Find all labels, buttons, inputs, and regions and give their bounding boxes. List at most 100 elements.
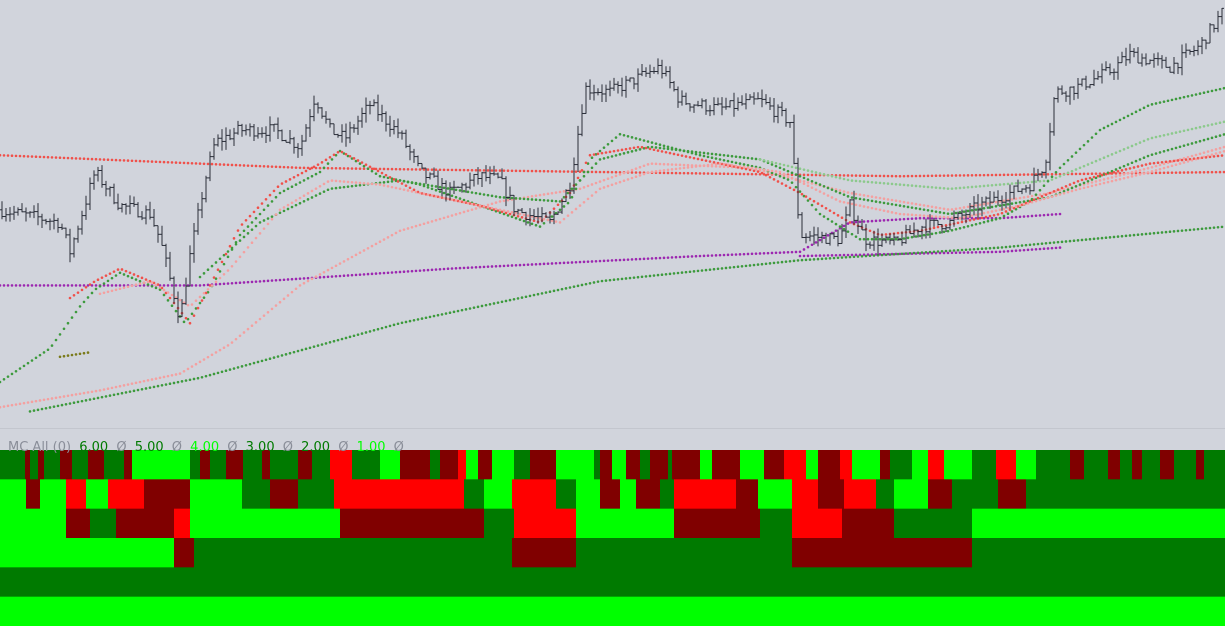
- ma-point: [1176, 159, 1180, 162]
- ma-point: [378, 167, 382, 171]
- ma-point: [82, 351, 86, 355]
- ma-point: [66, 354, 70, 357]
- price-bar: [4, 207, 8, 222]
- price-bar: [168, 251, 172, 281]
- ma-point: [402, 270, 406, 273]
- ma-point: [938, 206, 942, 210]
- ma-point: [682, 255, 686, 259]
- ma-point: [574, 187, 578, 191]
- ma-point: [918, 203, 922, 207]
- ma-point: [78, 392, 82, 396]
- ma-point: [250, 221, 254, 224]
- ma-point: [632, 146, 636, 150]
- price-bar: [784, 108, 788, 127]
- ma-point: [1082, 186, 1086, 190]
- heatmap-cell: [758, 479, 792, 510]
- heatmap-cell: [86, 479, 108, 510]
- price-bar: [1084, 75, 1088, 90]
- ma-point: [874, 253, 878, 256]
- price-bar: [924, 218, 928, 239]
- ma-point: [118, 384, 122, 388]
- ma-point: [108, 272, 112, 275]
- ma-point: [662, 147, 666, 150]
- ma-point: [334, 264, 338, 268]
- ma-point: [760, 262, 764, 266]
- ma-point: [586, 197, 590, 201]
- ma-point: [406, 227, 410, 230]
- heatmap-cell: [512, 479, 556, 510]
- ma-point: [798, 167, 802, 171]
- price-bar: [448, 182, 452, 201]
- ma-point: [1162, 100, 1166, 103]
- ma-point: [350, 184, 354, 188]
- ma-point: [1062, 173, 1066, 176]
- pane-divider[interactable]: [0, 428, 1225, 450]
- price-bar: [812, 226, 816, 245]
- ma-point: [698, 164, 702, 168]
- ma-point: [620, 277, 624, 281]
- price-bar: [1176, 62, 1180, 75]
- ma-point: [860, 254, 864, 258]
- ma-point: [590, 166, 594, 170]
- ma-point: [1048, 241, 1052, 245]
- ma-point: [1138, 158, 1142, 161]
- ma-point: [842, 227, 846, 231]
- ma-point: [694, 150, 698, 154]
- ma-point: [814, 173, 818, 177]
- price-bar: [800, 212, 804, 239]
- ma-point: [306, 279, 310, 283]
- ma-point: [470, 208, 474, 211]
- ma-point: [66, 156, 70, 160]
- ma-point: [1156, 161, 1160, 165]
- ma-point: [180, 380, 184, 383]
- ma-point: [556, 203, 560, 207]
- ma-point: [162, 284, 166, 287]
- ma-point: [454, 199, 458, 202]
- ma-point: [258, 221, 262, 224]
- ma-point: [698, 151, 702, 154]
- price-bar: [208, 151, 212, 182]
- price-bar: [300, 134, 304, 156]
- ma-point: [418, 183, 422, 186]
- ma-point: [1042, 213, 1046, 217]
- ma-point: [716, 161, 720, 165]
- indicator-pane[interactable]: [0, 450, 1225, 626]
- ma-point: [350, 157, 354, 160]
- ma-point: [1178, 96, 1182, 100]
- ma-point: [326, 162, 330, 165]
- ma-point: [976, 217, 980, 220]
- ma-point: [72, 401, 76, 405]
- ma-point: [434, 168, 438, 172]
- ma-point: [938, 174, 942, 177]
- ma-point: [366, 182, 370, 185]
- ma-point: [1014, 249, 1018, 252]
- price-pane[interactable]: [0, 0, 1225, 428]
- indicator-title[interactable]: MC All (0): [8, 440, 72, 455]
- price-bar: [720, 97, 724, 116]
- heatmap-cell: [194, 538, 512, 568]
- ma-point: [434, 188, 438, 192]
- heatmap-cell: [952, 479, 998, 510]
- ma-point: [184, 379, 188, 382]
- ma-point: [102, 291, 106, 295]
- ma-point: [570, 187, 574, 191]
- ma-point: [952, 249, 956, 252]
- price-bar: [600, 84, 604, 103]
- price-bar: [1068, 86, 1072, 105]
- ma-point: [774, 164, 778, 168]
- ma-point: [204, 374, 208, 378]
- ma-point: [422, 192, 426, 196]
- ma-point: [800, 192, 804, 196]
- ma-point: [324, 158, 328, 162]
- ma-point: [414, 190, 418, 194]
- ma-point: [1204, 156, 1208, 159]
- ma-point: [426, 221, 430, 224]
- ma-point: [568, 286, 572, 289]
- ma-point: [514, 197, 518, 200]
- ma-point: [46, 348, 50, 352]
- ma-point: [622, 179, 626, 183]
- ma-point: [786, 169, 790, 173]
- ma-point: [862, 205, 866, 208]
- ma-point: [966, 185, 970, 189]
- ma-point: [34, 284, 38, 287]
